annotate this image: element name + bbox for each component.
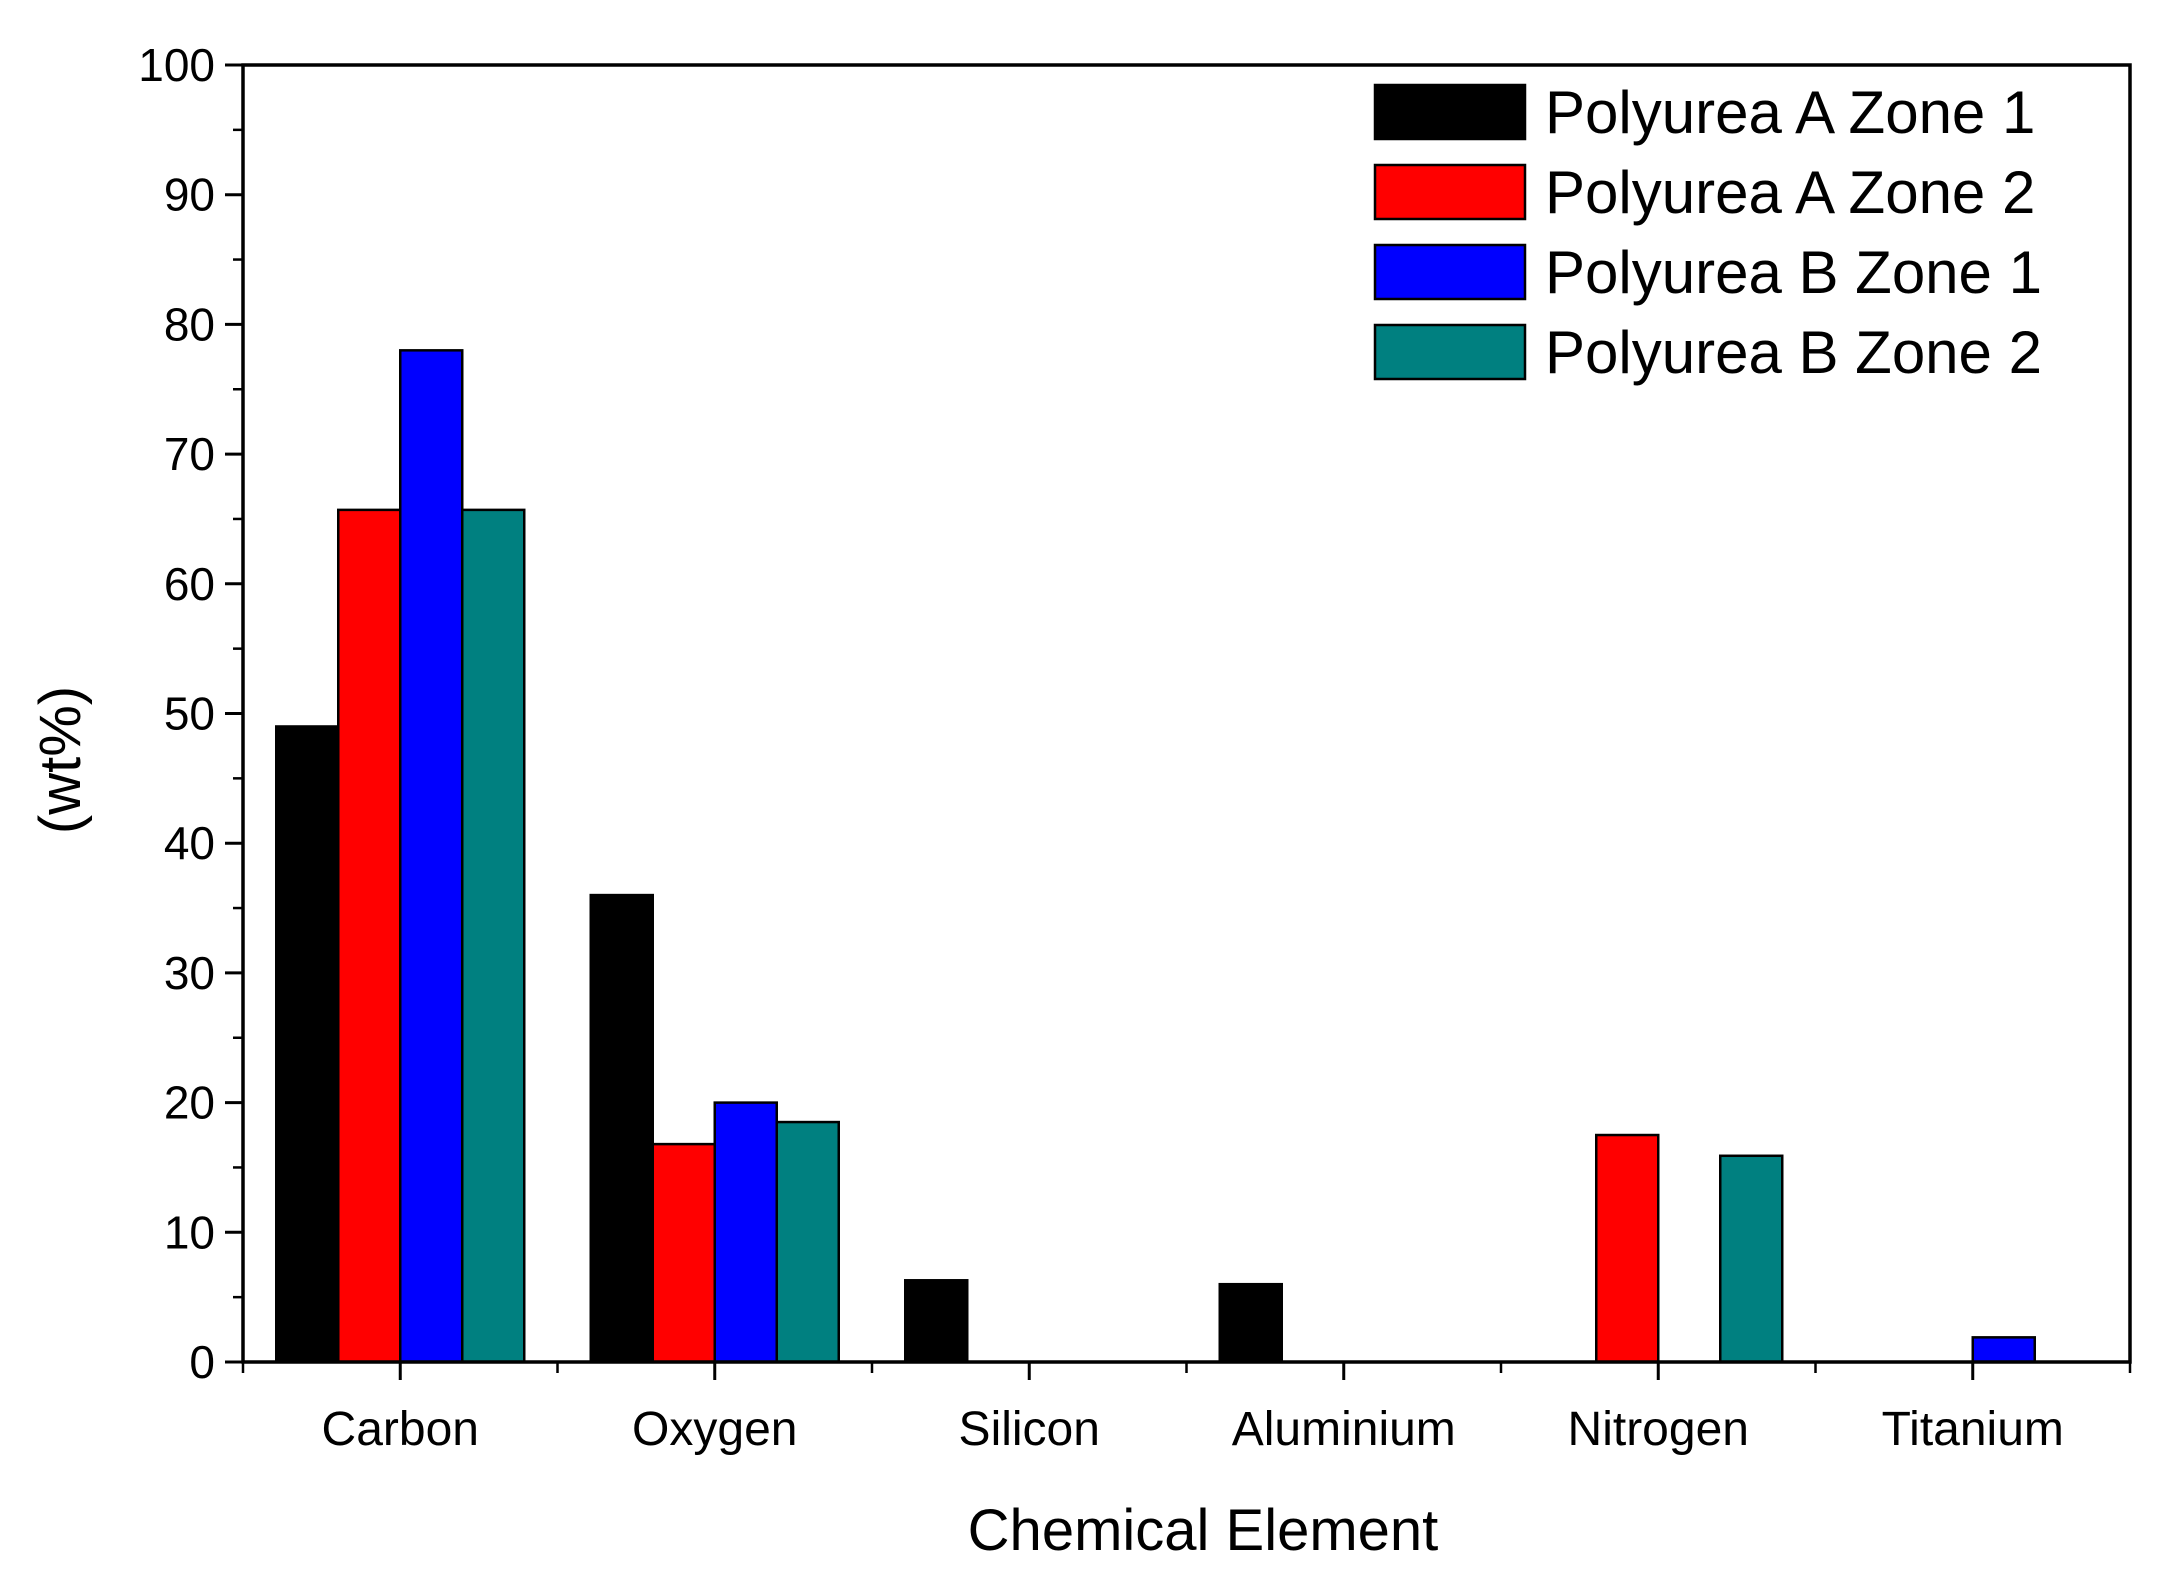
bar-polyurea-b-zone-2-oxygen <box>775 1120 840 1364</box>
legend-swatch <box>1373 163 1527 221</box>
bar-polyurea-b-zone-1-carbon <box>399 349 464 1364</box>
x-tick-label-titanium: Titanium <box>1882 1403 2064 1456</box>
legend-swatch <box>1373 243 1527 301</box>
y-tick-label: 0 <box>189 1336 215 1388</box>
bar-polyurea-b-zone-1-titanium <box>1971 1336 2036 1364</box>
y-tick-label: 10 <box>164 1206 215 1258</box>
y-axis-title: (wt%) <box>28 686 93 834</box>
x-tick-label-aluminium: Aluminium <box>1232 1403 1456 1456</box>
y-tick-label: 20 <box>164 1077 215 1129</box>
y-tick-label: 80 <box>164 298 215 350</box>
bar-polyurea-b-zone-2-nitrogen <box>1719 1154 1784 1364</box>
bar-polyurea-a-zone-1-carbon <box>275 725 340 1364</box>
ticks-layer: 0 10 20 30 40 50 60 70 80 90 100 Carbon Oxygen Silico… <box>138 39 2132 1456</box>
legend-label: Polyurea B Zone 1 <box>1545 239 2042 306</box>
y-tick-label: 40 <box>164 817 215 869</box>
x-tick-label-silicon: Silicon <box>959 1403 1100 1456</box>
bar-polyurea-a-zone-2-oxygen <box>651 1142 716 1364</box>
legend-label: Polyurea A Zone 1 <box>1545 79 2035 146</box>
bar-polyurea-a-zone-2-nitrogen <box>1595 1133 1660 1364</box>
bar-polyurea-a-zone-1-oxygen <box>589 893 654 1364</box>
y-tick-label: 90 <box>164 169 215 221</box>
legend-label: Polyurea A Zone 2 <box>1545 159 2035 226</box>
bar-polyurea-a-zone-2-carbon <box>337 508 402 1364</box>
bar-polyurea-b-zone-1-oxygen <box>713 1101 778 1364</box>
y-tick-label: 60 <box>164 558 215 610</box>
bar-polyurea-a-zone-1-aluminium <box>1218 1282 1283 1364</box>
x-tick-label-carbon: Carbon <box>322 1403 479 1456</box>
y-tick-label: 30 <box>164 947 215 999</box>
legend: Polyurea A Zone 1 Polyurea A Zone 2 Polyur… <box>1373 79 2042 386</box>
x-tick-label-nitrogen: Nitrogen <box>1568 1403 1749 1456</box>
legend-label: Polyurea B Zone 2 <box>1545 319 2042 386</box>
x-tick-label-oxygen: Oxygen <box>632 1403 797 1456</box>
y-tick-label: 50 <box>164 688 215 740</box>
legend-swatch <box>1373 83 1527 141</box>
legend-swatch <box>1373 323 1527 381</box>
bar-polyurea-b-zone-2-carbon <box>461 508 526 1364</box>
y-tick-label: 70 <box>164 428 215 480</box>
y-tick-label: 100 <box>138 39 215 91</box>
bar-polyurea-a-zone-1-silicon <box>904 1279 969 1364</box>
bars-layer <box>275 349 2036 1364</box>
x-axis-title: Chemical Element <box>968 1498 1439 1563</box>
